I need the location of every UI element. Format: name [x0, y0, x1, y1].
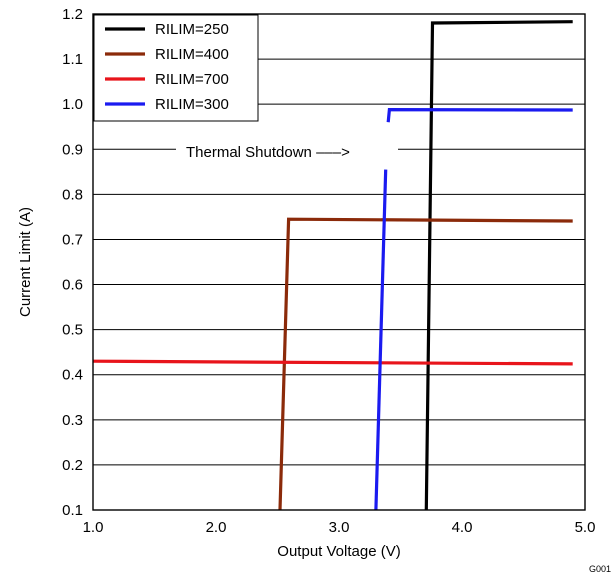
y-tick-label: 0.7 — [62, 231, 83, 248]
series-line-rilim-700 — [92, 359, 573, 366]
y-tick-label: 1.0 — [62, 96, 83, 113]
x-tick-label: 1.0 — [83, 519, 104, 536]
y-tick-label: 0.5 — [62, 322, 83, 339]
thermal-shutdown-annotation: Thermal Shutdown –––> — [176, 140, 398, 164]
y-tick-label: 0.2 — [62, 457, 83, 474]
legend-label-rilim-300: RILIM=300 — [155, 96, 229, 113]
data-series — [92, 20, 573, 511]
x-axis-label: Output Voltage (V) — [277, 543, 400, 560]
y-tick-label: 0.6 — [62, 277, 83, 294]
y-tick-label: 0.4 — [62, 367, 83, 384]
legend: RILIM=250 RILIM=400 RILIM=700 RILIM=300 — [93, 14, 259, 122]
y-axis-label: Current Limit (A) — [17, 207, 34, 317]
annotation-background — [176, 140, 398, 164]
legend-label-rilim-400: RILIM=400 — [155, 46, 229, 63]
x-tick-label: 5.0 — [575, 519, 596, 536]
y-tick-labels: 0.1 0.2 0.3 0.4 0.5 0.6 0.7 0.8 0.9 1.0 1.1 1.2 — [62, 6, 83, 519]
y-tick-label: 0.1 — [62, 502, 83, 519]
series-line-rilim-250 — [424, 20, 573, 511]
x-tick-label: 3.0 — [329, 519, 350, 536]
series-line-rilim-300 — [386, 107, 573, 123]
y-tick-label: 1.2 — [62, 6, 83, 23]
legend-label-rilim-250: RILIM=250 — [155, 21, 229, 38]
figure-id: G001 — [589, 564, 611, 574]
legend-label-rilim-700: RILIM=700 — [155, 71, 229, 88]
plot-frame — [92, 13, 586, 511]
series-line-rilim-300 — [374, 169, 388, 511]
y-tick-label: 1.1 — [62, 51, 83, 68]
y-tick-label: 0.9 — [62, 141, 83, 158]
horizontal-gridlines — [93, 58, 585, 466]
x-tick-label: 2.0 — [206, 519, 227, 536]
series-line-rilim-400 — [278, 217, 573, 511]
y-tick-label: 0.8 — [62, 186, 83, 203]
y-tick-label: 0.3 — [62, 412, 83, 429]
x-tick-labels: 1.0 2.0 3.0 4.0 5.0 — [83, 519, 596, 536]
annotation-label: Thermal Shutdown –––> — [186, 144, 350, 161]
x-tick-label: 4.0 — [452, 519, 473, 536]
